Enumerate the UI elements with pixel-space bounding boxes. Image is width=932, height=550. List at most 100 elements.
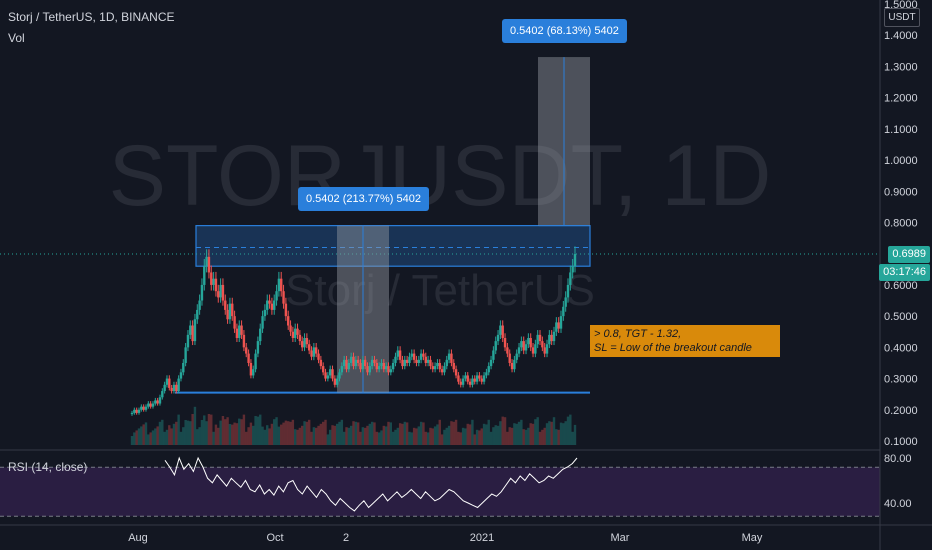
candle-body — [466, 375, 469, 382]
candle-body — [352, 356, 355, 367]
volume-bar — [338, 421, 341, 445]
price-tick-label: 0.8000 — [884, 218, 918, 230]
volume-bar — [487, 419, 490, 445]
candle-body — [492, 350, 495, 360]
volume-bar — [524, 429, 528, 445]
volume-bar — [429, 427, 432, 445]
candle-body — [375, 362, 379, 370]
volume-bar — [328, 429, 332, 445]
bar-countdown-tag: 03:17:46 — [879, 264, 930, 281]
volume-bar — [445, 427, 448, 445]
volume-bar — [144, 422, 148, 445]
candle-body — [508, 353, 511, 363]
measure-label-lower[interactable]: 0.5402 (213.77%) 5402 — [298, 187, 429, 211]
volume-bar — [303, 421, 306, 445]
candle-body — [338, 372, 341, 379]
candle-body — [182, 362, 185, 373]
volume-bar — [450, 421, 453, 445]
candle-body — [496, 334, 500, 342]
candle-body — [177, 378, 180, 392]
price-axis[interactable]: 1.5000 1.4000 1.3000 1.2000 1.1000 1.0000 0.90… — [884, 0, 918, 448]
volume-bar — [531, 423, 535, 445]
volume-bar — [252, 425, 255, 445]
volume-bar — [566, 416, 570, 445]
volume-bar — [541, 429, 544, 445]
volume-bar — [154, 428, 157, 445]
candle-body — [221, 284, 225, 301]
volume-bar — [366, 425, 369, 445]
volume-bar — [296, 429, 299, 445]
candle-body — [536, 334, 539, 345]
symbol-legend[interactable]: Storj / TetherUS, 1D, BINANCE — [8, 10, 175, 24]
volume-bar — [375, 431, 379, 445]
candle-body — [284, 303, 288, 317]
volume-bar — [543, 427, 546, 445]
volume-bar — [354, 421, 358, 445]
volume-bar — [284, 420, 288, 445]
volume-bar — [349, 425, 353, 445]
time-axis[interactable]: Aug Oct 2 2021 Mar May — [128, 532, 763, 544]
volume-bar — [380, 430, 383, 445]
candle-body — [501, 325, 504, 338]
volume-bar — [326, 434, 330, 445]
trade-note[interactable]: > 0.8, TGT - 1.32, SL = Low of the break… — [590, 325, 780, 357]
candle-body — [527, 337, 530, 345]
candle-body — [382, 362, 386, 370]
candle-body — [564, 297, 567, 307]
volume-bar — [298, 427, 302, 445]
volume-bar — [242, 414, 246, 445]
candle-body — [394, 356, 397, 363]
volume-bar — [377, 432, 381, 445]
volume-bar — [552, 417, 556, 445]
currency-unit-label[interactable]: USDT — [884, 8, 920, 27]
volume-bar — [363, 427, 367, 445]
candle-body — [175, 384, 178, 392]
candle-body — [489, 359, 493, 367]
volume-bar — [443, 429, 446, 445]
volume-bar — [310, 431, 313, 445]
volume-bar — [275, 417, 278, 445]
volume-bar — [475, 429, 479, 445]
volume-bar — [177, 414, 180, 445]
volume-bar — [193, 406, 197, 445]
volume-bar — [130, 436, 134, 445]
volume-bar — [405, 422, 409, 445]
volume-bar — [198, 427, 201, 445]
candle-body — [314, 347, 318, 354]
candle-body — [464, 375, 467, 379]
candle-body — [380, 362, 383, 367]
volume-bar — [436, 424, 439, 445]
candle-body — [186, 334, 190, 348]
volume-legend[interactable]: Vol — [8, 31, 25, 45]
candle-body — [226, 309, 229, 320]
volume-bar — [235, 423, 239, 445]
volume-bar — [305, 421, 309, 445]
candle-body — [389, 369, 393, 373]
measure-label-upper[interactable]: 0.5402 (68.13%) 5402 — [502, 19, 627, 43]
volume-bar — [473, 434, 476, 445]
candle-body — [513, 359, 516, 370]
candle-body — [254, 353, 257, 370]
volume-bar — [573, 424, 577, 445]
candle-body — [261, 316, 264, 329]
rsi-legend[interactable]: RSI (14, close) — [8, 460, 88, 474]
volume-bar — [133, 432, 136, 445]
volume-bar — [214, 424, 218, 445]
volume-bar — [156, 426, 159, 445]
candle-body — [459, 381, 462, 385]
volume-bar — [571, 431, 574, 445]
candle-body — [471, 378, 474, 385]
candle-body — [333, 378, 337, 385]
candle-body — [184, 347, 187, 363]
volume-bar — [494, 425, 497, 445]
candle-body — [541, 341, 544, 348]
candle-body — [359, 362, 362, 370]
candle-body — [217, 291, 220, 298]
candle-body — [252, 369, 255, 376]
volume-bar — [508, 427, 511, 445]
candle-body — [266, 300, 269, 310]
candle-body — [287, 316, 290, 326]
volume-bar — [545, 423, 549, 445]
price-tick-label: 0.6000 — [884, 280, 918, 292]
